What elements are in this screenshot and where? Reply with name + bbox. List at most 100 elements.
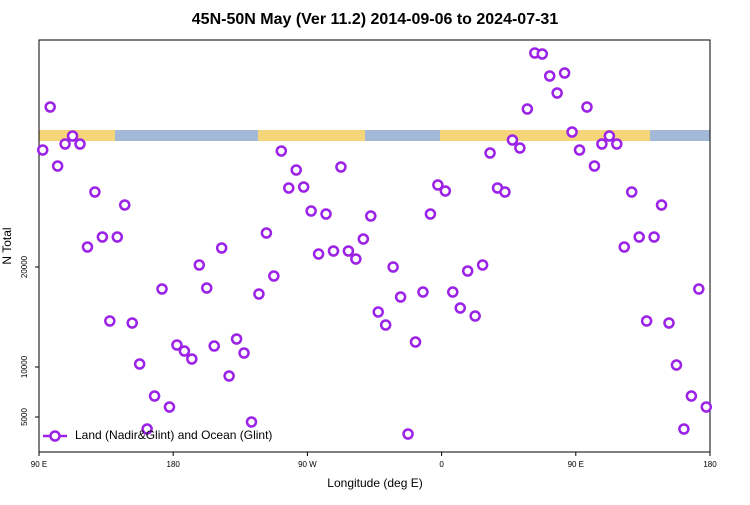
point <box>357 233 370 245</box>
point <box>670 359 683 371</box>
ocean-band <box>39 130 710 141</box>
point <box>260 227 273 239</box>
point <box>59 138 71 150</box>
point <box>461 265 474 277</box>
point <box>573 144 586 156</box>
point <box>245 416 258 428</box>
point <box>230 333 243 345</box>
legend-marker <box>49 430 61 442</box>
point <box>320 208 332 220</box>
point <box>409 336 422 348</box>
point <box>74 138 86 150</box>
point <box>104 315 116 327</box>
point <box>417 286 429 298</box>
chart-title: 45N-50N May (Ver 11.2) 2014-09-06 to 202… <box>192 11 559 28</box>
point <box>223 370 235 382</box>
point <box>253 288 265 300</box>
point <box>186 353 198 365</box>
point <box>51 160 64 172</box>
point <box>432 179 444 191</box>
x-tick-label: 90 E <box>568 460 584 469</box>
point <box>133 358 146 370</box>
point <box>141 423 153 435</box>
point <box>454 302 466 314</box>
point <box>685 390 698 402</box>
point <box>499 186 511 198</box>
point <box>469 310 481 322</box>
x-tick-label: 180 <box>703 460 717 469</box>
x-axis-label: Longitude (deg E) <box>327 476 422 490</box>
point <box>521 103 534 115</box>
y-axis-label: N Total <box>0 227 14 264</box>
point <box>566 126 578 138</box>
point <box>603 130 616 142</box>
point <box>96 231 109 243</box>
x-tick-label: 90 W <box>298 460 317 469</box>
point <box>476 259 489 271</box>
point <box>342 245 355 257</box>
point <box>506 134 519 146</box>
point <box>268 270 280 282</box>
point <box>111 231 124 243</box>
point <box>148 390 161 402</box>
point <box>588 160 601 172</box>
point <box>447 286 459 298</box>
point <box>365 210 377 222</box>
point <box>350 253 362 265</box>
point <box>439 185 452 197</box>
point <box>335 161 347 173</box>
point <box>66 130 79 142</box>
point <box>118 199 131 211</box>
point <box>618 241 631 253</box>
point <box>424 208 437 220</box>
land-band <box>258 130 365 141</box>
point <box>81 241 94 253</box>
point <box>156 283 168 295</box>
point <box>536 48 548 60</box>
point <box>484 147 496 159</box>
point <box>126 317 138 329</box>
point <box>394 291 407 303</box>
point <box>551 87 563 99</box>
point <box>663 317 675 329</box>
point <box>633 231 645 243</box>
point <box>655 199 668 211</box>
point <box>215 242 228 254</box>
point <box>581 101 593 113</box>
point <box>379 319 392 331</box>
y-tick-label: 20000 <box>20 255 29 278</box>
legend-label: Land (Nadir&Glint) and Ocean (Glint) <box>75 428 272 442</box>
point <box>402 428 414 440</box>
point <box>640 315 653 327</box>
point <box>596 138 608 150</box>
point <box>625 186 638 198</box>
point <box>201 282 213 294</box>
point <box>36 144 49 156</box>
point <box>387 261 399 273</box>
point <box>305 205 317 217</box>
plot-frame <box>38 39 711 453</box>
point <box>178 345 191 357</box>
point <box>312 248 325 260</box>
point <box>327 245 340 257</box>
point <box>193 259 206 271</box>
point <box>89 186 101 198</box>
x-tick-label: 180 <box>167 460 181 469</box>
point <box>275 145 288 157</box>
point <box>238 347 250 359</box>
point <box>290 164 302 176</box>
point <box>372 306 384 318</box>
point <box>44 101 56 113</box>
x-tick-label: 90 E <box>31 460 47 469</box>
y-tick-label: 5000 <box>20 408 29 426</box>
point <box>543 70 556 82</box>
point <box>648 231 660 243</box>
point <box>693 283 705 295</box>
land-band <box>440 130 650 141</box>
point <box>611 138 623 150</box>
point <box>558 67 571 79</box>
point <box>678 423 690 435</box>
point <box>514 142 526 154</box>
